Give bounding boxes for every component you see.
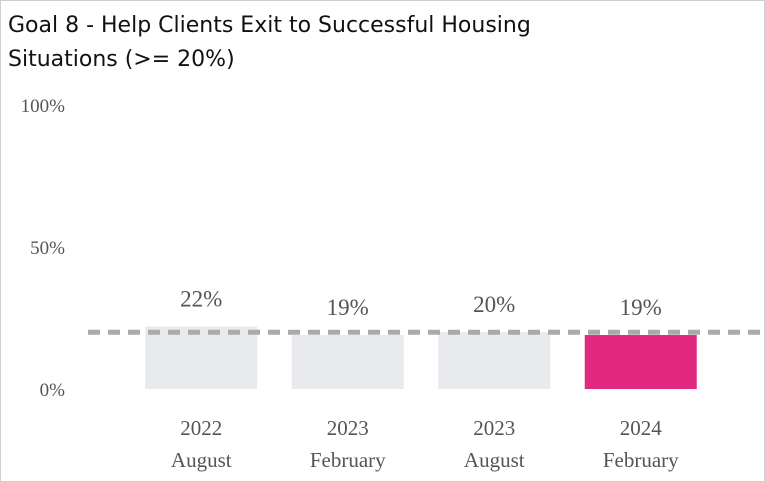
- x-tick-label: February: [603, 448, 679, 472]
- x-tick-label: August: [171, 448, 232, 472]
- chart-title: Situations (>= 20%): [8, 47, 235, 72]
- x-tick-label: February: [310, 448, 386, 472]
- y-tick-label: 0%: [40, 380, 66, 401]
- bar: [438, 332, 551, 389]
- bar: [584, 335, 697, 389]
- bar: [291, 335, 404, 389]
- chart-title: Goal 8 - Help Clients Exit to Successful…: [8, 13, 531, 38]
- x-tick-label: 2023: [327, 416, 369, 440]
- value-label: 19%: [620, 295, 662, 320]
- bar: [145, 326, 258, 389]
- value-label: 19%: [327, 295, 369, 320]
- value-label: 20%: [473, 292, 515, 317]
- y-tick-label: 50%: [30, 238, 65, 259]
- x-tick-label: 2023: [473, 416, 515, 440]
- y-tick-label: 100%: [21, 96, 66, 117]
- x-tick-label: 2024: [620, 416, 663, 440]
- x-tick-label: August: [464, 448, 525, 472]
- x-tick-label: 2022: [180, 416, 222, 440]
- value-label: 22%: [180, 287, 222, 312]
